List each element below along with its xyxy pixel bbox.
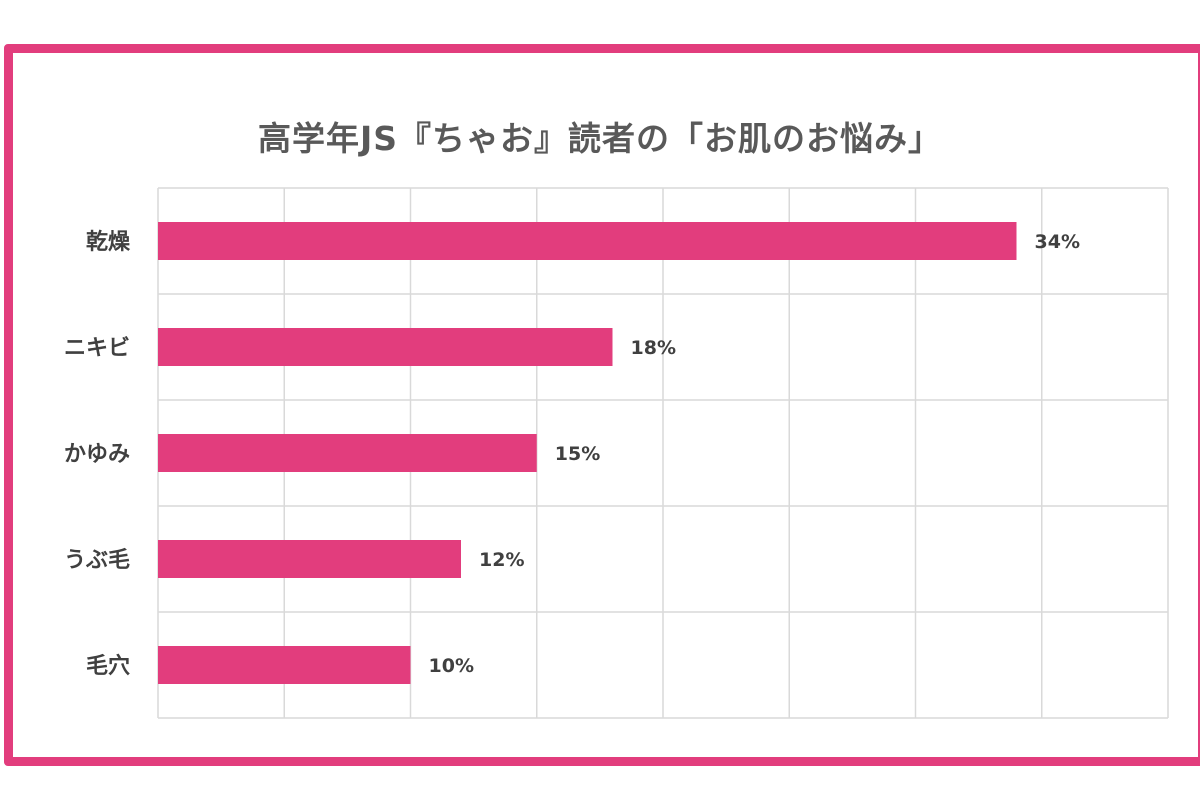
value-label: 12% (479, 549, 524, 571)
bars (158, 222, 1017, 684)
value-label: 34% (1035, 231, 1080, 253)
chart-frame (4, 44, 1200, 766)
gridlines (157, 187, 1169, 719)
value-label: 15% (555, 443, 600, 465)
bar-2 (158, 434, 537, 472)
category-label: かゆみ (64, 442, 130, 467)
category-label: 毛穴 (86, 653, 130, 679)
labels: 乾燥 34% ニキビ 18% かゆみ 15% うぶ毛 12% 毛穴 10% (64, 229, 1080, 679)
category-label: 乾燥 (86, 229, 131, 255)
category-label: うぶ毛 (64, 548, 130, 573)
bar-1 (158, 328, 613, 366)
value-label: 18% (631, 337, 676, 359)
bar-3 (158, 540, 461, 578)
chart-title: 高学年JS『ちゃお』読者の「お肌のお悩み」 (257, 119, 943, 158)
bar-4 (158, 646, 411, 684)
category-label: ニキビ (64, 336, 130, 361)
bar-0 (158, 222, 1017, 260)
value-label: 10% (429, 655, 474, 677)
